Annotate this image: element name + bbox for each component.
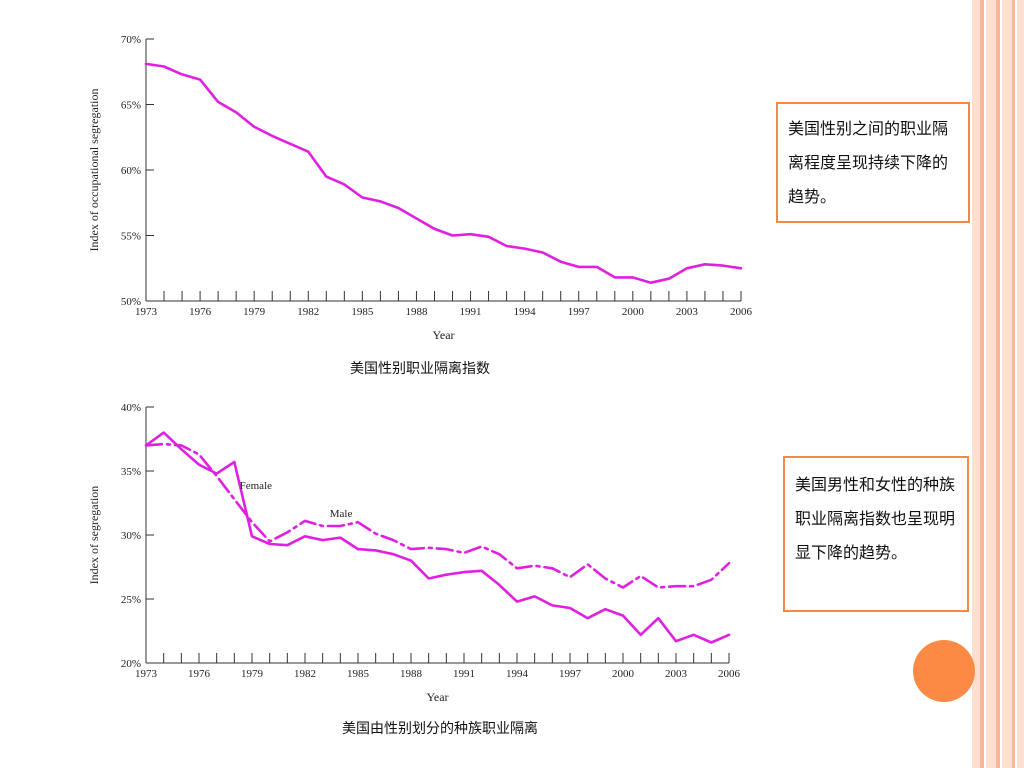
y-tick-label: 20% xyxy=(121,658,141,670)
x-tick-label: 1997 xyxy=(559,668,582,680)
chart-group: 20% 25% 30% 35% 40% 1973 1976 1979 1982 1985 1988 1… xyxy=(87,402,741,704)
x-tick-label: 1976 xyxy=(188,668,211,680)
x-tick-label: 1997 xyxy=(568,306,591,318)
stripe-2 xyxy=(986,0,996,768)
bottom-note-text: 美国男性和女性的种族职业隔离指数也呈现明显下降的趋势。 xyxy=(795,475,956,562)
top-note-text: 美国性别之间的职业隔离程度呈现持续下降的趋势。 xyxy=(788,119,949,206)
x-tick-label: 2006 xyxy=(718,668,741,680)
y-tick-label: 60% xyxy=(121,165,141,177)
series-line-0 xyxy=(144,62,743,285)
x-tick-label: 2003 xyxy=(676,306,699,318)
stripe-6 xyxy=(1017,0,1024,768)
x-tick-label: 2003 xyxy=(665,668,688,680)
series-label-male: Male xyxy=(330,508,353,520)
x-tick-label: 2000 xyxy=(612,668,635,680)
series-line-female xyxy=(144,431,731,644)
x-tick-label: 1982 xyxy=(294,668,316,680)
x-axis-label: Year xyxy=(432,328,454,342)
y-axis-label: Index of occupational segregation xyxy=(87,89,101,252)
y-tick-label: 40% xyxy=(121,402,141,414)
x-axis-label: Year xyxy=(426,690,448,704)
decorative-orange-circle xyxy=(913,640,975,702)
x-tick-label: 1973 xyxy=(135,306,158,318)
x-tick-label: 1994 xyxy=(514,306,537,318)
decorative-stripes xyxy=(972,0,1024,768)
x-tick-label: 1988 xyxy=(405,306,428,318)
x-tick-label: 2000 xyxy=(622,306,645,318)
y-axis-label: Index of segregation xyxy=(87,486,101,585)
x-tick-label: 2006 xyxy=(730,306,753,318)
series-label-female: Female xyxy=(240,480,272,492)
x-tick-label: 1985 xyxy=(351,306,374,318)
y-tick-label: 65% xyxy=(121,100,141,112)
x-tick-label: 1985 xyxy=(347,668,370,680)
x-tick-label: 1976 xyxy=(189,306,212,318)
stripe-0 xyxy=(972,0,980,768)
x-tick-label: 1994 xyxy=(506,668,529,680)
x-tick-label: 1991 xyxy=(453,668,475,680)
stripe-4 xyxy=(1002,0,1012,768)
top-chart-caption: 美国性别职业隔离指数 xyxy=(350,361,490,377)
stripe-5 xyxy=(1012,0,1015,768)
x-tick-label: 1979 xyxy=(241,668,264,680)
stripe-1 xyxy=(980,0,984,768)
y-tick-label: 50% xyxy=(121,296,141,308)
stripe-3 xyxy=(996,0,1000,768)
bottom-note-box: 美国男性和女性的种族职业隔离指数也呈现明显下降的趋势。 xyxy=(783,456,969,612)
series-line-male xyxy=(144,442,731,589)
y-tick-label: 25% xyxy=(121,594,141,606)
top-note-box: 美国性别之间的职业隔离程度呈现持续下降的趋势。 xyxy=(776,102,970,223)
x-tick-label: 1982 xyxy=(297,306,319,318)
x-tick-label: 1973 xyxy=(135,668,158,680)
y-tick-label: 55% xyxy=(121,231,141,243)
chart-group: 50% 55% 60% 65% 70% 1973 1976 1979 1982 1985 1988 1… xyxy=(87,34,753,342)
x-tick-label: 1988 xyxy=(400,668,423,680)
x-tick-label: 1991 xyxy=(460,306,482,318)
x-tick-label: 1979 xyxy=(243,306,266,318)
y-tick-label: 35% xyxy=(121,466,141,478)
y-tick-label: 30% xyxy=(121,530,141,542)
bottom-chart-caption: 美国由性别划分的种族职业隔离 xyxy=(342,721,538,737)
y-tick-label: 70% xyxy=(121,34,141,46)
